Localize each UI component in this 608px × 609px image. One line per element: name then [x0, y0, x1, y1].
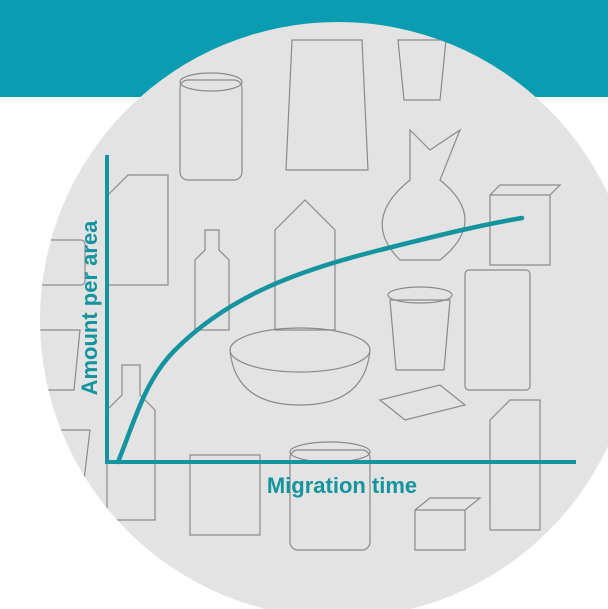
page: {"y_axis_label": "Amount per area", "x_a…: [0, 0, 608, 609]
illustration: Amount per area Migration time: [0, 0, 608, 609]
x-axis-label: Migration time: [267, 473, 417, 498]
background-circle: [40, 22, 608, 609]
y-axis-label: Amount per area: [77, 220, 102, 396]
